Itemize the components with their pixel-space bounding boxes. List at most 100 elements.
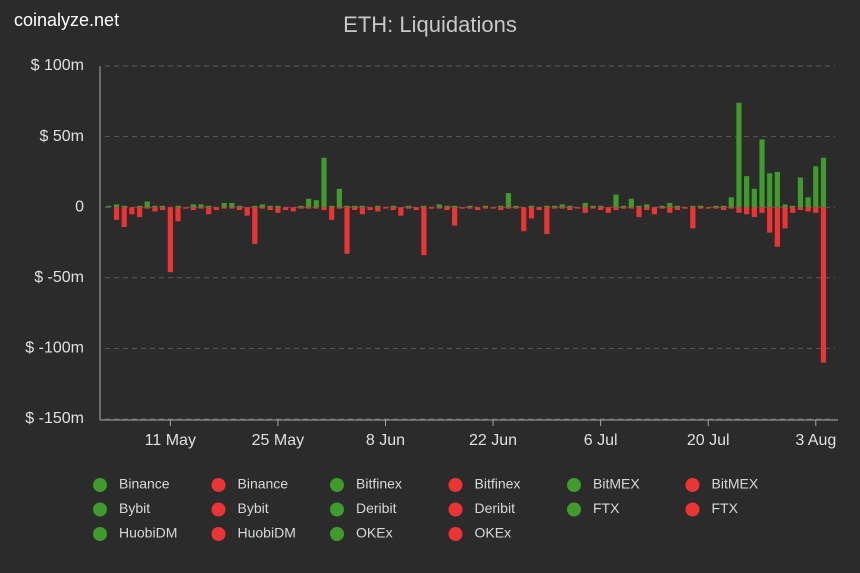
bar (590, 207, 596, 209)
bar (267, 207, 273, 211)
bar (490, 207, 496, 209)
bar (636, 205, 642, 208)
bar (221, 207, 227, 209)
legend-label: Deribit (356, 500, 397, 516)
legend-marker (448, 478, 463, 492)
legend-label: Bitfinex (475, 476, 521, 492)
bar (682, 207, 688, 209)
bar (528, 207, 535, 219)
bar (820, 157, 827, 208)
bar (452, 205, 458, 208)
legend-label: BitMEX (712, 476, 759, 492)
bar (797, 177, 804, 208)
bar (744, 176, 750, 208)
bar (290, 207, 296, 212)
bar (352, 207, 358, 211)
bar (459, 207, 465, 209)
bar (321, 157, 327, 208)
bar (759, 139, 765, 208)
bar (659, 207, 665, 209)
bar (505, 193, 512, 208)
bar (482, 205, 488, 208)
legend-label: BitMEX (593, 476, 640, 492)
bar (152, 205, 158, 208)
legend-label: Bybit (238, 500, 269, 516)
bar (759, 207, 765, 213)
bar (705, 207, 711, 209)
bar (690, 205, 696, 208)
legend-label: FTX (593, 500, 620, 516)
legend-label: Binance (238, 476, 289, 492)
bar (697, 205, 704, 208)
bar (229, 207, 235, 209)
bar (505, 207, 512, 209)
legend-marker (93, 502, 107, 517)
bar (782, 204, 788, 208)
bar (674, 207, 681, 211)
bar (421, 207, 427, 256)
bar (720, 207, 727, 211)
bar (329, 207, 335, 220)
bar (144, 201, 150, 208)
bar (582, 202, 588, 208)
x-tick-label: 25 May (252, 432, 304, 449)
bar (313, 207, 319, 209)
legend-marker (567, 502, 581, 517)
bar (782, 207, 788, 229)
bar (482, 207, 488, 209)
bar (567, 207, 573, 211)
bar (375, 207, 381, 212)
legend-marker (448, 502, 463, 517)
bar (767, 173, 773, 208)
bar (136, 205, 143, 208)
bar (252, 207, 258, 244)
bar (544, 205, 550, 208)
bar (613, 207, 619, 211)
legend-marker (330, 502, 344, 517)
bar (183, 207, 189, 209)
legend-marker (330, 478, 344, 492)
bar (598, 207, 604, 211)
legend-label: HuobiDM (119, 525, 177, 541)
bar (667, 207, 673, 213)
bar (528, 205, 535, 208)
bar (329, 205, 335, 208)
legend-label: Bitfinex (356, 476, 402, 492)
bar (298, 205, 304, 208)
bar (221, 202, 227, 208)
bar (636, 207, 642, 218)
bar (405, 207, 412, 209)
bar (190, 207, 196, 211)
bar (551, 207, 558, 209)
bar (336, 207, 342, 209)
bar (336, 188, 342, 208)
bar (229, 202, 235, 208)
bar (282, 207, 289, 211)
bar (452, 207, 458, 226)
bar (382, 207, 389, 209)
legend-label: Bybit (119, 500, 150, 516)
bar (467, 207, 473, 209)
bar (106, 205, 112, 208)
bar (121, 205, 127, 208)
bar (113, 204, 120, 208)
bar (206, 207, 212, 215)
bar (175, 205, 181, 208)
bar (598, 205, 604, 208)
bar (306, 207, 312, 209)
bar (767, 207, 773, 233)
bar (444, 207, 450, 211)
bar (651, 207, 658, 215)
x-tick-label: 8 Jun (366, 432, 405, 449)
bar (736, 207, 742, 213)
bar (252, 205, 258, 208)
legend-marker (211, 478, 226, 492)
legend-marker (685, 478, 700, 492)
bar (513, 205, 519, 208)
bar (628, 207, 634, 209)
bar (275, 205, 281, 208)
y-tick-label: $ 100m (31, 57, 84, 74)
bar (498, 205, 504, 208)
bar (790, 205, 796, 208)
